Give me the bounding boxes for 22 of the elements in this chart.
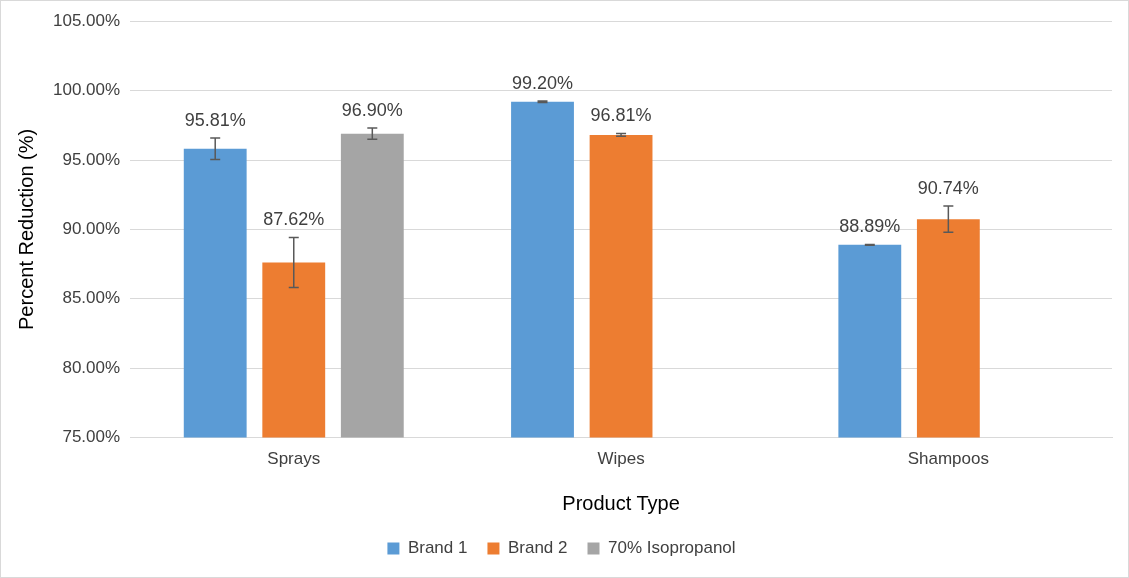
data-label: 90.74% — [917, 177, 979, 198]
y-tick-label: 80.00% — [62, 357, 121, 377]
legend-label: Brand 2 — [507, 538, 568, 558]
data-label: 95.81% — [184, 109, 246, 130]
y-axis-title: Percent Reduction (%) — [14, 128, 37, 330]
y-tick-label: 75.00% — [62, 427, 121, 447]
data-label: 99.20% — [511, 72, 574, 93]
y-tick-label: 100.00% — [52, 80, 121, 100]
data-label: 87.62% — [263, 209, 325, 230]
data-label: 88.89% — [839, 216, 901, 237]
y-tick-label: 105.00% — [52, 10, 121, 30]
legend-label: 70% Isopropanol — [608, 538, 736, 558]
x-tick-label: Sprays — [267, 449, 321, 469]
data-label: 96.81% — [590, 105, 652, 126]
data-label: 96.90% — [341, 100, 403, 121]
x-tick-label: Wipes — [597, 449, 645, 469]
legend-label: Brand 1 — [407, 538, 468, 558]
y-tick-label: 85.00% — [62, 288, 121, 308]
y-tick-label: 95.00% — [62, 149, 121, 169]
x-tick-label: Shampoos — [907, 449, 989, 469]
y-tick-label: 90.00% — [62, 219, 121, 239]
x-axis-title: Product Type — [562, 491, 680, 514]
